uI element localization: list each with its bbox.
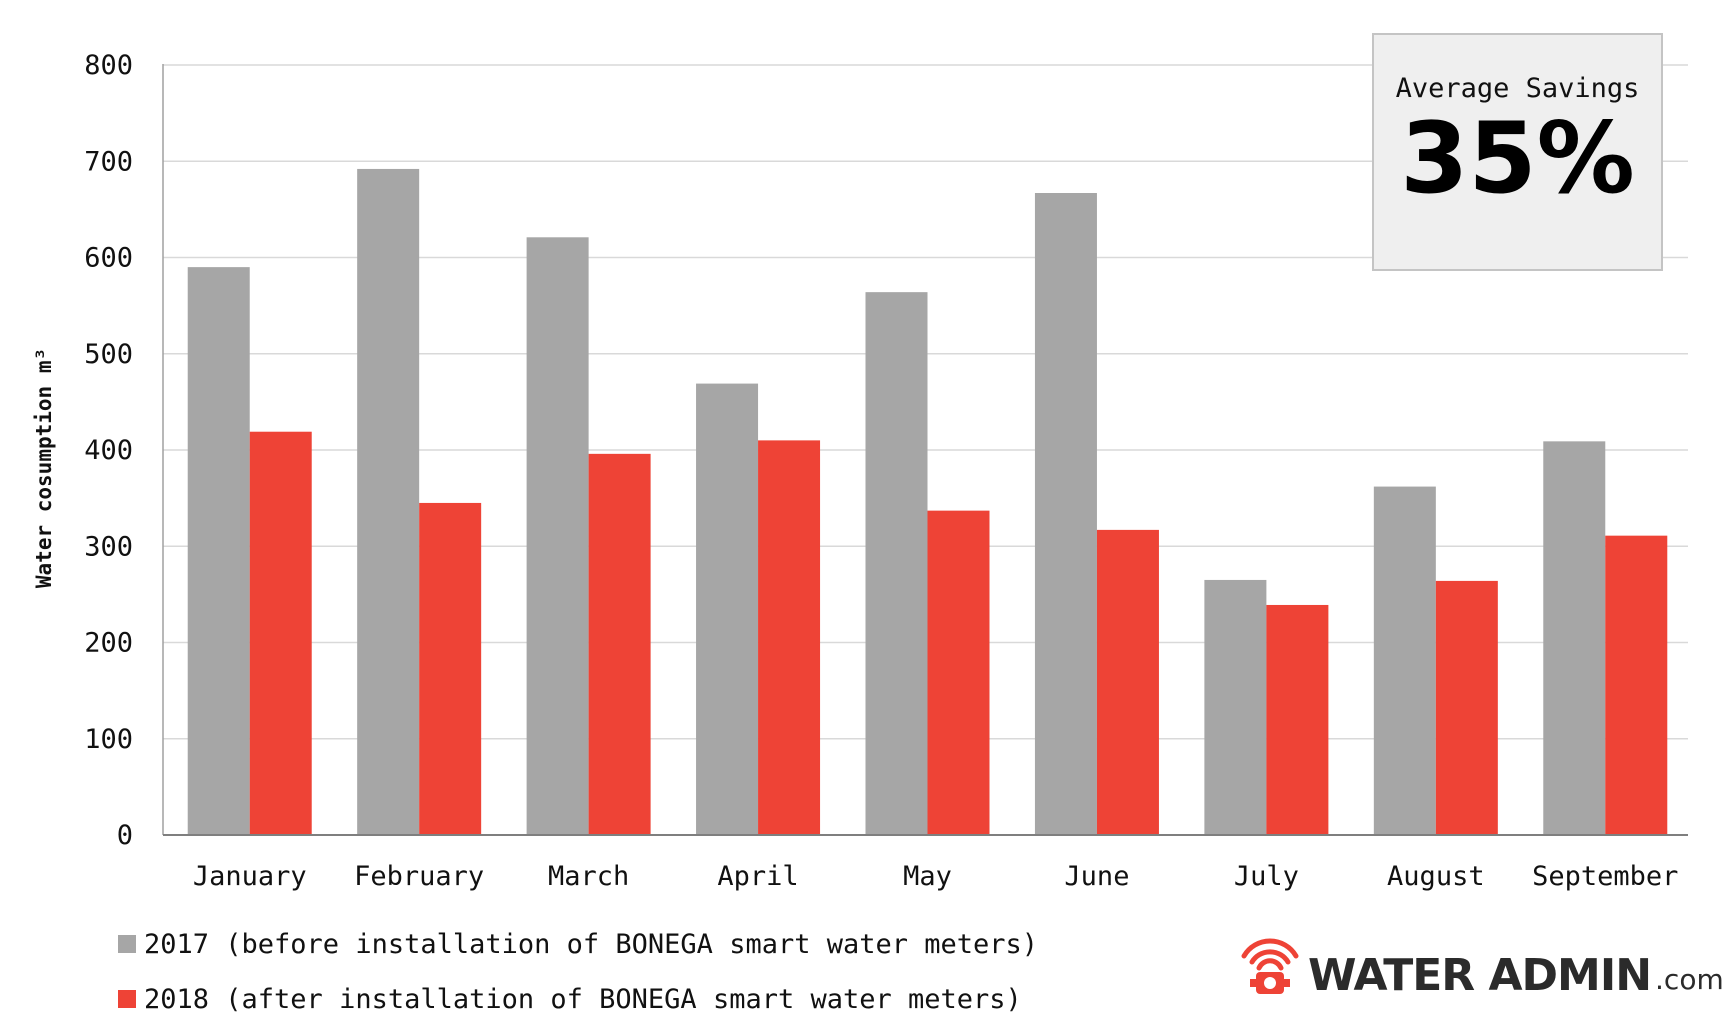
x-tick-label: March [548, 861, 629, 892]
x-tick-label: June [1064, 861, 1129, 892]
legend-item-2017: 2017 (before installation of BONEGA smar… [118, 924, 1038, 964]
x-tick-label: August [1387, 861, 1485, 892]
water-admin-logo: WATER ADMIN .com [1236, 930, 1724, 998]
logo-suffix: .com [1655, 963, 1724, 996]
y-tick-label: 500 [84, 339, 133, 370]
bar-2017-march [526, 237, 589, 836]
y-tick-label: 600 [84, 243, 133, 274]
bar-2018-may [927, 510, 990, 835]
legend-item-2018: 2018 (after installation of BONEGA smart… [118, 979, 1022, 1019]
y-tick-label: 0 [117, 820, 133, 851]
y-axis-label: Water cosumption m³ [32, 348, 56, 588]
bar-2018-february [419, 502, 482, 835]
bar-2017-may [865, 292, 928, 835]
bar-2017-february [357, 168, 420, 835]
y-tick-label: 800 [84, 50, 133, 81]
bar-2017-april [696, 383, 759, 835]
bar-2018-september [1605, 535, 1668, 835]
y-tick-label: 200 [84, 628, 133, 659]
average-savings-box: Average Savings 35% [1372, 33, 1663, 271]
legend-label-2018: 2018 (after installation of BONEGA smart… [144, 983, 1022, 1015]
legend-swatch-2018 [118, 990, 136, 1008]
bar-2018-march [588, 453, 651, 835]
legend-swatch-2017 [118, 935, 136, 953]
bar-2018-april [758, 440, 821, 835]
y-tick-label: 700 [84, 146, 133, 177]
average-savings-label: Average Savings [1395, 73, 1640, 104]
x-tick-label: January [193, 861, 307, 892]
y-tick-label: 400 [84, 435, 133, 466]
axes [162, 64, 1688, 836]
logo-text: WATER ADMIN [1308, 950, 1652, 1001]
x-tick-label: February [354, 861, 484, 892]
bar-2018-june [1096, 529, 1159, 835]
x-tick-label: July [1234, 861, 1299, 892]
y-tick-labels: 0 100 200 300 400 500 600 700 800 [84, 50, 133, 851]
x-tick-label: September [1532, 861, 1678, 892]
water-meter-signal-icon [1241, 938, 1299, 994]
y-tick-label: 300 [84, 531, 133, 562]
bar-2018-january [249, 431, 312, 835]
x-tick-label: May [903, 861, 952, 892]
bar-2018-july [1266, 604, 1329, 835]
average-savings-value: 35% [1400, 102, 1635, 216]
x-tick-label: April [717, 861, 798, 892]
bar-2017-july [1204, 579, 1267, 835]
bars [187, 168, 1668, 836]
bar-2017-june [1034, 193, 1097, 835]
y-tick-label: 100 [84, 724, 133, 755]
bar-2017-september [1543, 441, 1606, 835]
bar-2017-january [187, 267, 250, 835]
x-tick-labels: January February March April May June July Augu… [193, 861, 1679, 892]
bar-2018-august [1435, 580, 1498, 835]
bar-2017-august [1373, 486, 1436, 835]
legend-label-2017: 2017 (before installation of BONEGA smar… [144, 928, 1039, 960]
